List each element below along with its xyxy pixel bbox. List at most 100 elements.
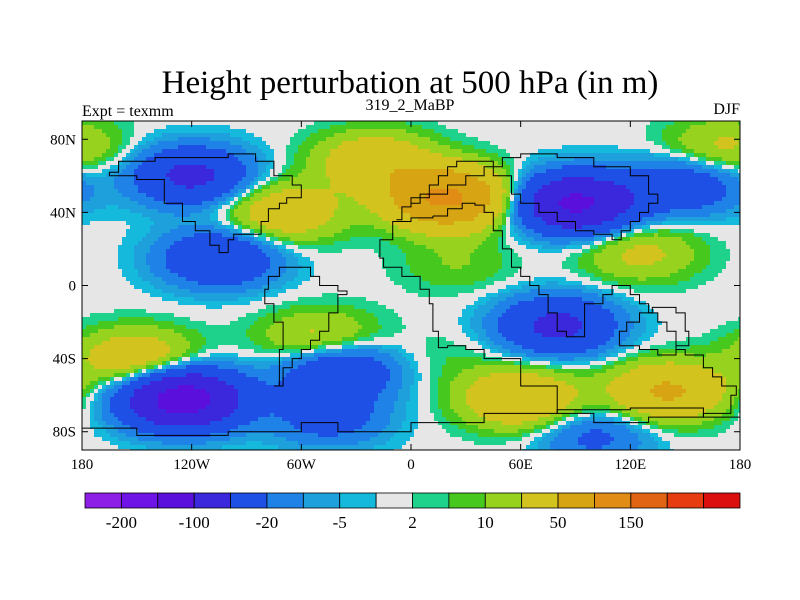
- field-cell: [594, 181, 599, 186]
- field-cell: [146, 233, 151, 238]
- field-cell: [666, 229, 671, 234]
- field-cell: [446, 177, 451, 182]
- field-cell: [622, 129, 627, 134]
- field-cell: [606, 125, 611, 130]
- field-cell: [726, 181, 731, 186]
- field-cell: [298, 121, 303, 126]
- field-cell: [190, 233, 195, 238]
- field-cell: [322, 193, 327, 198]
- field-cell: [702, 213, 707, 218]
- field-cell: [506, 121, 511, 126]
- field-cell: [414, 185, 419, 190]
- field-cell: [486, 161, 491, 166]
- field-cell: [382, 229, 387, 234]
- field-cell: [542, 193, 547, 198]
- field-cell: [102, 241, 107, 246]
- plot-area: [81, 120, 741, 451]
- field-cell: [174, 121, 179, 126]
- field-cell: [410, 165, 415, 170]
- field-cell: [414, 149, 419, 154]
- field-cell: [150, 165, 155, 170]
- field-cell: [538, 221, 543, 226]
- field-cell: [338, 205, 343, 210]
- field-cell: [490, 177, 495, 182]
- field-cell: [106, 229, 111, 234]
- field-cell: [622, 177, 627, 182]
- field-cell: [118, 165, 123, 170]
- field-cell: [638, 149, 643, 154]
- field-cell: [670, 185, 675, 190]
- field-cell: [202, 157, 207, 162]
- field-cell: [654, 209, 659, 214]
- field-cell: [626, 177, 631, 182]
- field-cell: [266, 193, 271, 198]
- field-cell: [706, 129, 711, 134]
- field-cell: [170, 121, 175, 126]
- field-cell: [618, 209, 623, 214]
- field-cell: [502, 209, 507, 214]
- field-cell: [258, 169, 263, 174]
- field-cell: [554, 189, 559, 194]
- field-cell: [254, 161, 259, 166]
- field-cell: [342, 201, 347, 206]
- field-cell: [382, 181, 387, 186]
- field-cell: [414, 193, 419, 198]
- field-cell: [98, 137, 103, 142]
- field-cell: [230, 173, 235, 178]
- field-cell: [170, 169, 175, 174]
- field-cell: [574, 229, 579, 234]
- field-cell: [594, 161, 599, 166]
- field-cell: [302, 177, 307, 182]
- field-cell: [634, 137, 639, 142]
- field-cell: [346, 205, 351, 210]
- field-cell: [586, 161, 591, 166]
- field-cell: [422, 157, 427, 162]
- field-cell: [454, 221, 459, 226]
- field-cell: [166, 205, 171, 210]
- field-cell: [166, 213, 171, 218]
- field-cell: [118, 241, 123, 246]
- field-cell: [310, 225, 315, 230]
- field-cell: [546, 205, 551, 210]
- field-cell: [222, 153, 227, 158]
- field-cell: [506, 157, 511, 162]
- field-cell: [130, 237, 135, 242]
- field-cell: [438, 161, 443, 166]
- field-cell: [246, 177, 251, 182]
- field-cell: [706, 213, 711, 218]
- field-cell: [354, 145, 359, 150]
- field-cell: [346, 213, 351, 218]
- field-cell: [362, 181, 367, 186]
- field-cell: [602, 137, 607, 142]
- field-cell: [586, 185, 591, 190]
- field-cell: [326, 233, 331, 238]
- field-cell: [602, 141, 607, 146]
- field-cell: [634, 153, 639, 158]
- field-cell: [418, 153, 423, 158]
- field-cell: [718, 229, 723, 234]
- field-cell: [726, 141, 731, 146]
- field-cell: [450, 185, 455, 190]
- field-cell: [258, 165, 263, 170]
- field-cell: [506, 173, 511, 178]
- field-cell: [418, 173, 423, 178]
- field-cell: [222, 177, 227, 182]
- field-cell: [558, 153, 563, 158]
- field-cell: [478, 125, 483, 130]
- field-cell: [594, 209, 599, 214]
- field-cell: [610, 125, 615, 130]
- field-cell: [210, 221, 215, 226]
- field-cell: [690, 189, 695, 194]
- field-cell: [586, 177, 591, 182]
- field-cell: [366, 145, 371, 150]
- field-cell: [346, 125, 351, 130]
- field-cell: [454, 205, 459, 210]
- field-cell: [242, 237, 247, 242]
- field-cell: [422, 189, 427, 194]
- field-cell: [542, 185, 547, 190]
- field-cell: [358, 205, 363, 210]
- field-cell: [214, 209, 219, 214]
- field-cell: [582, 233, 587, 238]
- field-cell: [258, 225, 263, 230]
- field-cell: [254, 181, 259, 186]
